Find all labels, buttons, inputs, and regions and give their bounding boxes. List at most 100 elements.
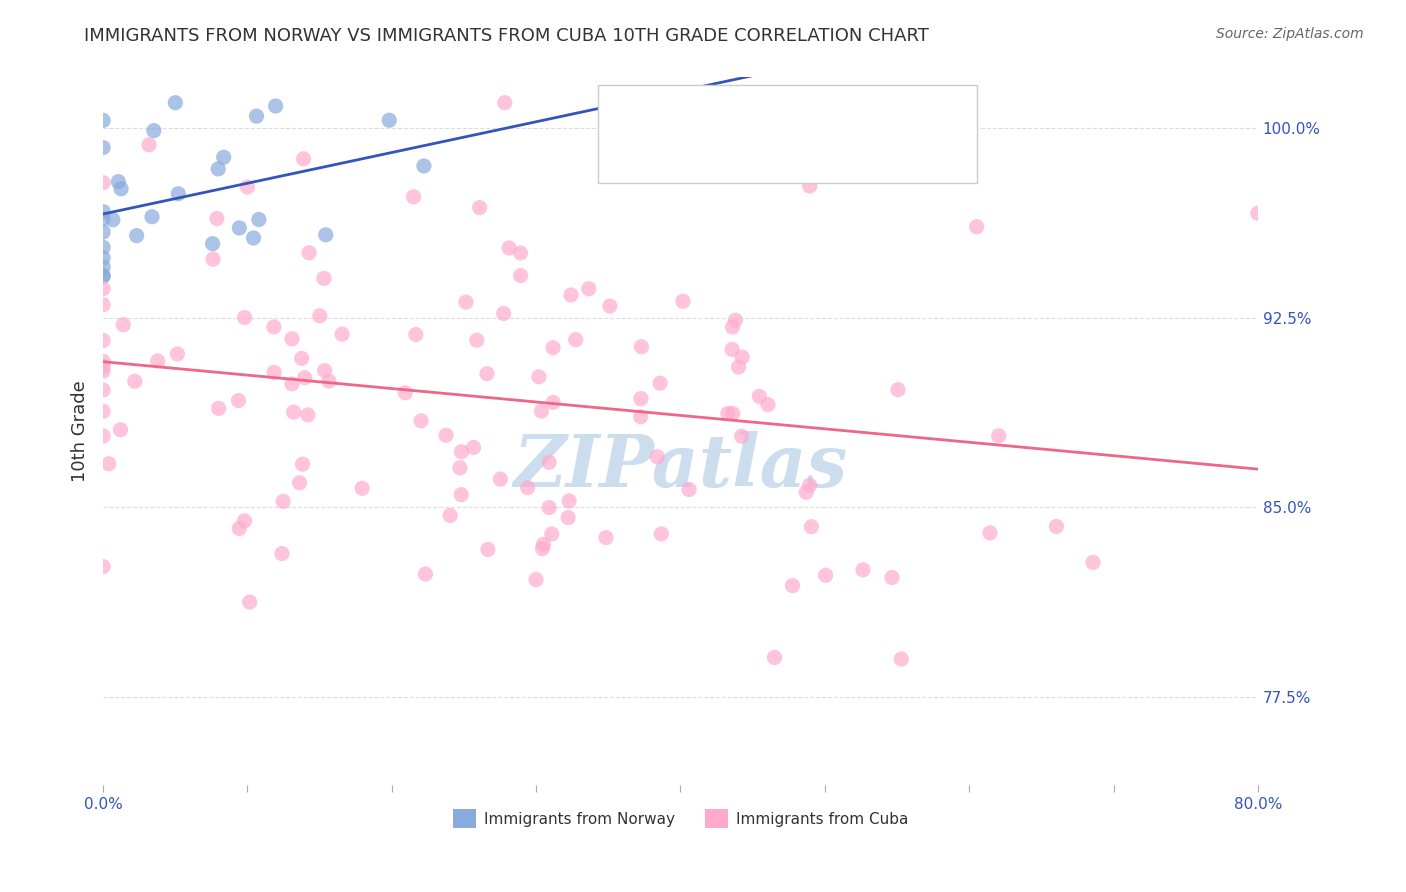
Immigrants from Cuba [782, 579, 804, 593]
Immigrants from Cuba [557, 510, 579, 524]
Immigrants from Cuba [669, 161, 692, 175]
Immigrants from Cuba [494, 95, 516, 110]
Immigrants from Norway [247, 212, 270, 227]
Immigrants from Cuba [727, 360, 749, 375]
Immigrants from Norway [142, 123, 165, 137]
Immigrants from Cuba [91, 282, 114, 296]
Immigrants from Cuba [308, 309, 330, 323]
Immigrants from Cuba [763, 650, 786, 665]
Immigrants from Norway [91, 204, 114, 219]
Immigrants from Cuba [236, 180, 259, 194]
Immigrants from Cuba [450, 444, 472, 458]
Immigrants from Cuba [263, 320, 285, 334]
Text: N =  29: N = 29 [830, 109, 887, 124]
Immigrants from Cuba [312, 271, 335, 285]
Immigrants from Cuba [91, 364, 114, 378]
Immigrants from Cuba [987, 429, 1010, 443]
Immigrants from Norway [264, 99, 287, 113]
Immigrants from Cuba [110, 423, 132, 437]
Immigrants from Cuba [509, 268, 531, 283]
Immigrants from Cuba [799, 179, 821, 194]
Immigrants from Cuba [890, 652, 912, 666]
Immigrants from Cuba [91, 354, 114, 368]
Immigrants from Cuba [465, 333, 488, 347]
Immigrants from Cuba [531, 541, 554, 556]
Immigrants from Cuba [966, 219, 988, 234]
Immigrants from Cuba [814, 568, 837, 582]
Text: N =  124: N = 124 [830, 145, 897, 160]
Immigrants from Cuba [1081, 555, 1104, 569]
Text: Source: ZipAtlas.com: Source: ZipAtlas.com [1216, 27, 1364, 41]
Immigrants from Cuba [721, 320, 744, 334]
Immigrants from Norway [378, 113, 401, 128]
Immigrants from Cuba [271, 547, 294, 561]
Immigrants from Norway [125, 228, 148, 243]
Immigrants from Cuba [630, 340, 652, 354]
Text: IMMIGRANTS FROM NORWAY VS IMMIGRANTS FROM CUBA 10TH GRADE CORRELATION CHART: IMMIGRANTS FROM NORWAY VS IMMIGRANTS FRO… [84, 27, 929, 45]
Immigrants from Norway [91, 268, 114, 283]
Immigrants from Cuba [449, 460, 471, 475]
Immigrants from Cuba [138, 137, 160, 152]
Immigrants from Cuba [205, 211, 228, 226]
Immigrants from Cuba [166, 347, 188, 361]
Immigrants from Cuba [91, 383, 114, 397]
Immigrants from Cuba [538, 455, 561, 469]
Immigrants from Cuba [477, 542, 499, 557]
Immigrants from Norway [412, 159, 434, 173]
Immigrants from Norway [242, 231, 264, 245]
Immigrants from Norway [315, 227, 337, 242]
Immigrants from Cuba [724, 313, 747, 327]
Immigrants from Cuba [541, 341, 564, 355]
Immigrants from Cuba [91, 429, 114, 443]
Immigrants from Norway [91, 140, 114, 154]
Immigrants from Norway [110, 182, 132, 196]
Immigrants from Cuba [664, 130, 686, 145]
Immigrants from Cuba [558, 494, 581, 508]
Immigrants from Cuba [721, 343, 744, 357]
Immigrants from Cuba [283, 405, 305, 419]
Immigrants from Cuba [630, 392, 652, 406]
Immigrants from Cuba [672, 294, 695, 309]
Immigrants from Cuba [405, 327, 427, 342]
Immigrants from Cuba [630, 409, 652, 424]
Immigrants from Cuba [202, 252, 225, 266]
Immigrants from Cuba [91, 298, 114, 312]
Immigrants from Cuba [1045, 519, 1067, 533]
Immigrants from Cuba [463, 441, 485, 455]
Immigrants from Cuba [595, 531, 617, 545]
Immigrants from Norway [201, 236, 224, 251]
Immigrants from Cuba [271, 494, 294, 508]
Immigrants from Cuba [91, 334, 114, 348]
Immigrants from Cuba [509, 246, 531, 260]
Immigrants from Cuba [294, 370, 316, 384]
Immigrants from Cuba [297, 408, 319, 422]
Immigrants from Cuba [527, 369, 550, 384]
Text: R = -0.27: R = -0.27 [675, 145, 747, 160]
Immigrants from Norway [91, 113, 114, 128]
Immigrants from Norway [141, 210, 163, 224]
Immigrants from Cuba [292, 152, 315, 166]
Immigrants from Cuba [298, 245, 321, 260]
Immigrants from Cuba [530, 404, 553, 418]
Immigrants from Cuba [540, 527, 562, 541]
Immigrants from Cuba [648, 376, 671, 391]
Immigrants from Cuba [524, 573, 547, 587]
Immigrants from Cuba [852, 563, 875, 577]
Y-axis label: 10th Grade: 10th Grade [72, 380, 89, 483]
Immigrants from Cuba [233, 514, 256, 528]
Immigrants from Cuba [291, 457, 314, 471]
Immigrants from Cuba [146, 354, 169, 368]
Immigrants from Norway [207, 161, 229, 176]
Immigrants from Cuba [880, 570, 903, 584]
Immigrants from Cuba [541, 395, 564, 409]
Immigrants from Cuba [124, 374, 146, 388]
Immigrants from Cuba [756, 398, 779, 412]
Immigrants from Cuba [498, 241, 520, 255]
Immigrants from Norway [91, 211, 114, 226]
Immigrants from Cuba [450, 488, 472, 502]
Immigrants from Norway [91, 269, 114, 284]
Immigrants from Cuba [599, 299, 621, 313]
Immigrants from Cuba [560, 288, 582, 302]
Immigrants from Cuba [263, 365, 285, 379]
Immigrants from Cuba [887, 383, 910, 397]
